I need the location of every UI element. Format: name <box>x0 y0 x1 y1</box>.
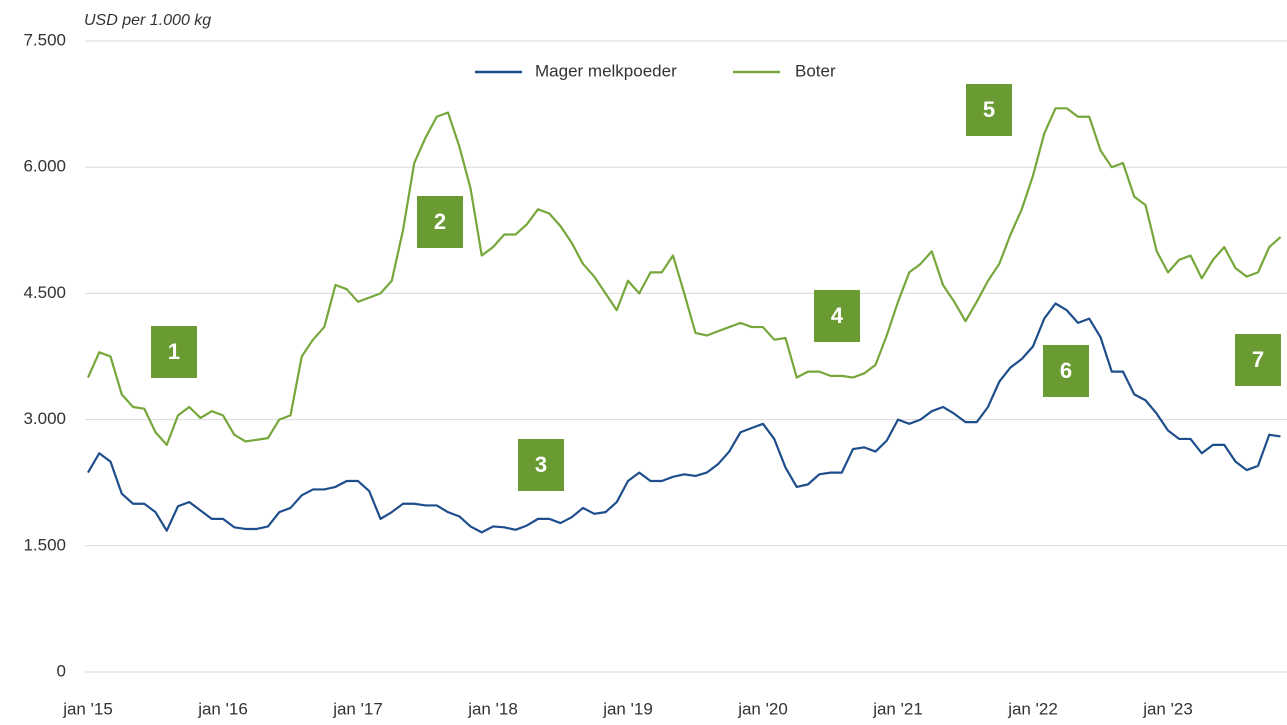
annotation-label: 2 <box>434 209 446 234</box>
x-tick-label: jan '17 <box>332 699 383 718</box>
annotation-label: 1 <box>168 339 180 364</box>
y-tick-label: 0 <box>57 661 66 680</box>
x-tick-label: jan '19 <box>602 699 653 718</box>
annotation-label: 5 <box>983 97 995 122</box>
y-tick-label: 3.000 <box>23 409 66 428</box>
y-tick-label: 7.500 <box>23 30 66 49</box>
x-tick-label: jan '23 <box>1142 699 1193 718</box>
x-tick-label: jan '20 <box>737 699 788 718</box>
annotation-label: 7 <box>1252 347 1264 372</box>
annotation-box <box>966 84 1012 136</box>
annotation-label: 6 <box>1060 358 1072 383</box>
y-tick-label: 6.000 <box>23 157 66 176</box>
annotation-label: 4 <box>831 303 844 328</box>
x-tick-label: jan '21 <box>872 699 923 718</box>
annotation-box <box>1043 345 1089 397</box>
series-line <box>87 302 1281 534</box>
x-tick-label: jan '22 <box>1007 699 1058 718</box>
x-tick-label: jan '18 <box>467 699 518 718</box>
x-tick-label: jan '15 <box>62 699 113 718</box>
series-line <box>86 107 1282 446</box>
x-tick-label: jan '16 <box>197 699 248 718</box>
legend-label: Boter <box>795 61 836 80</box>
annotation-box <box>814 290 860 342</box>
legend-label: Mager melkpoeder <box>535 61 677 80</box>
y-tick-label: 1.500 <box>23 535 66 554</box>
annotation-box <box>518 439 564 491</box>
y-tick-label: 4.500 <box>23 283 66 302</box>
annotation-box <box>417 196 463 248</box>
annotation-box <box>1235 334 1281 386</box>
y-axis-title: USD per 1.000 kg <box>84 12 211 29</box>
annotation-label: 3 <box>535 452 547 477</box>
annotation-box <box>151 326 197 378</box>
